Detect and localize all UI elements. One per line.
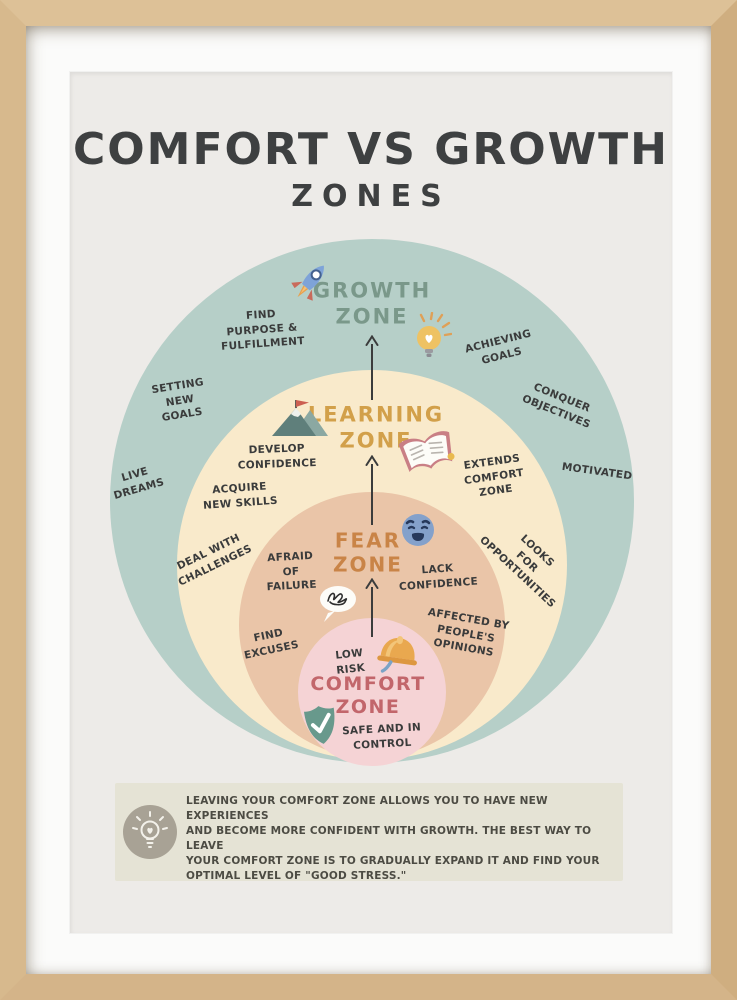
- info-box: [115, 783, 623, 881]
- annotation-acquire-new-skills: ACQUIRE NEW SKILLS: [202, 480, 279, 512]
- fear-zone-label: FEAR ZONE: [333, 528, 403, 577]
- hard-hat-icon: [377, 636, 417, 673]
- open-book-icon: [398, 431, 455, 472]
- annotation-low-risk: LOW RISK: [334, 646, 366, 677]
- annotation-setting-new-goals: SETTING NEW GOALS: [150, 376, 205, 425]
- learning-zone-label: LEARNING ZONE: [307, 402, 445, 452]
- annotation-develop-confidence: DEVELOP CONFIDENCE: [237, 442, 317, 472]
- poster-subtitle: ZONES: [291, 179, 451, 214]
- growth-zone-label: GROWTH ZONE: [312, 278, 432, 328]
- arrow-fear-to-learning: [365, 455, 379, 525]
- scribble-bubble-icon: [320, 586, 356, 622]
- arrow-learning-to-growth: [365, 335, 379, 400]
- lightbulb-icon: [417, 312, 452, 357]
- rocket-icon: [291, 265, 324, 301]
- annotation-lack-confidence: LACK CONFIDENCE: [398, 562, 479, 593]
- shield-check-icon: [303, 706, 335, 744]
- mountain-flag-icon: [272, 400, 328, 436]
- annotation-safe-and-in-control: SAFE AND IN CONTROL: [341, 721, 422, 752]
- arrow-comfort-to-fear: [365, 578, 379, 637]
- annotation-afraid-of-failure: AFRAID OF FAILURE: [266, 549, 318, 594]
- annotation-extends-comfort-zone: EXTENDS COMFORT ZONE: [462, 452, 525, 500]
- worried-face-icon: [402, 514, 434, 546]
- comfort-zone-label: COMFORT ZONE: [310, 672, 426, 718]
- mat-board: COMFORT VS GROWTH ZONES GROWTH ZONE LEAR…: [26, 26, 711, 974]
- annotation-find-purpose: FIND PURPOSE & FULFILLMENT: [220, 307, 306, 354]
- poster-title: COMFORT VS GROWTH: [72, 124, 669, 175]
- info-lightbulb-icon: [123, 805, 177, 859]
- poster: COMFORT VS GROWTH ZONES GROWTH ZONE LEAR…: [70, 72, 672, 933]
- info-text: LEAVING YOUR COMFORT ZONE ALLOWS YOU TO …: [186, 795, 600, 882]
